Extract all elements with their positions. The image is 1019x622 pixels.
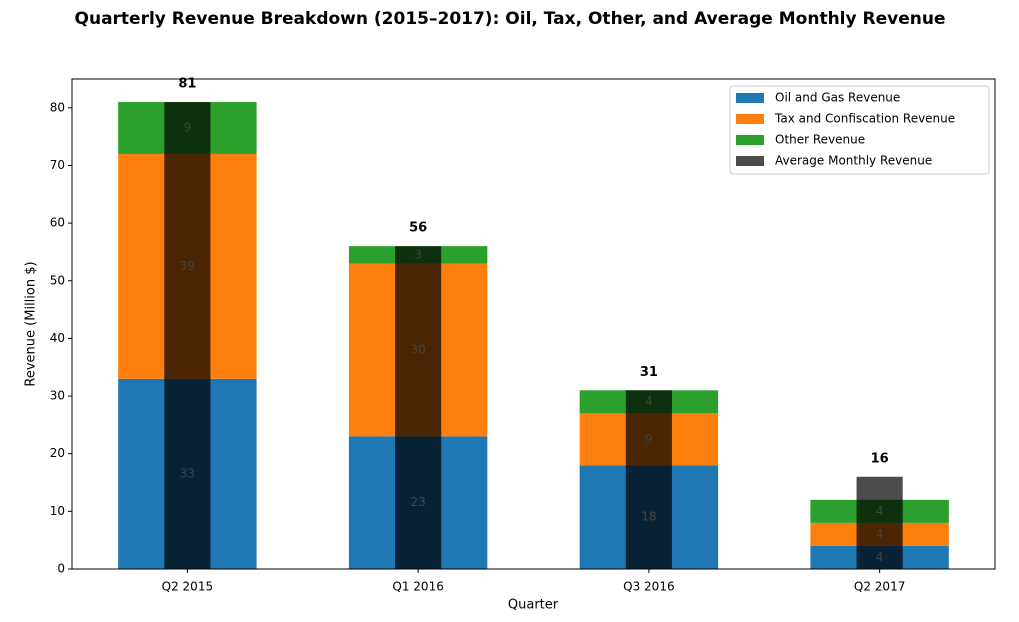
- legend-swatch: [736, 93, 764, 103]
- x-tick-label: Q1 2016: [392, 580, 443, 594]
- segment-label: 3: [414, 247, 422, 261]
- legend-label: Tax and Confiscation Revenue: [774, 112, 955, 126]
- x-tick-label: Q3 2016: [623, 580, 674, 594]
- segment-label: 9: [184, 121, 192, 135]
- y-tick-label: 80: [50, 100, 65, 114]
- legend-swatch: [736, 156, 764, 166]
- segment-label: 33: [180, 466, 195, 480]
- x-axis-label: Quarter: [508, 598, 559, 613]
- y-tick-label: 0: [57, 562, 65, 576]
- bar-total-label: 81: [178, 77, 196, 92]
- segment-label: 4: [876, 527, 884, 541]
- bar-total-label: 56: [409, 221, 427, 236]
- segment-label: 4: [876, 504, 884, 518]
- x-tick-label: Q2 2017: [854, 580, 905, 594]
- y-tick-label: 70: [50, 158, 65, 172]
- bar-total-label: 31: [640, 365, 658, 380]
- bar-total-label: 16: [871, 451, 889, 466]
- chart-title: Quarterly Revenue Breakdown (2015–2017):…: [75, 9, 946, 29]
- legend-label: Other Revenue: [775, 133, 865, 147]
- y-tick-label: 30: [50, 389, 65, 403]
- y-tick-label: 10: [50, 504, 65, 518]
- legend-label: Oil and Gas Revenue: [775, 91, 900, 105]
- segment-label: 30: [410, 342, 425, 356]
- y-tick-label: 60: [50, 216, 65, 230]
- y-tick-label: 40: [50, 331, 65, 345]
- legend-swatch: [736, 114, 764, 124]
- y-tick-label: 50: [50, 273, 65, 287]
- plot-frame: [71, 78, 996, 570]
- average-bar: [395, 246, 442, 570]
- average-bar: [164, 102, 211, 569]
- segment-label: 4: [876, 550, 884, 564]
- y-tick-label: 20: [50, 446, 65, 460]
- segment-label: 4: [645, 394, 653, 408]
- segment-label: 18: [641, 510, 656, 524]
- legend-label: Average Monthly Revenue: [775, 154, 932, 168]
- segment-label: 9: [645, 432, 653, 446]
- segment-label: 39: [180, 259, 195, 273]
- segment-label: 23: [410, 495, 425, 509]
- average-bar: [625, 390, 672, 569]
- legend-swatch: [736, 135, 764, 145]
- legend-box: [729, 85, 990, 175]
- average-bar: [856, 476, 903, 569]
- x-tick-label: Q2 2015: [162, 580, 213, 594]
- y-axis-label: Revenue (Million $): [24, 261, 39, 386]
